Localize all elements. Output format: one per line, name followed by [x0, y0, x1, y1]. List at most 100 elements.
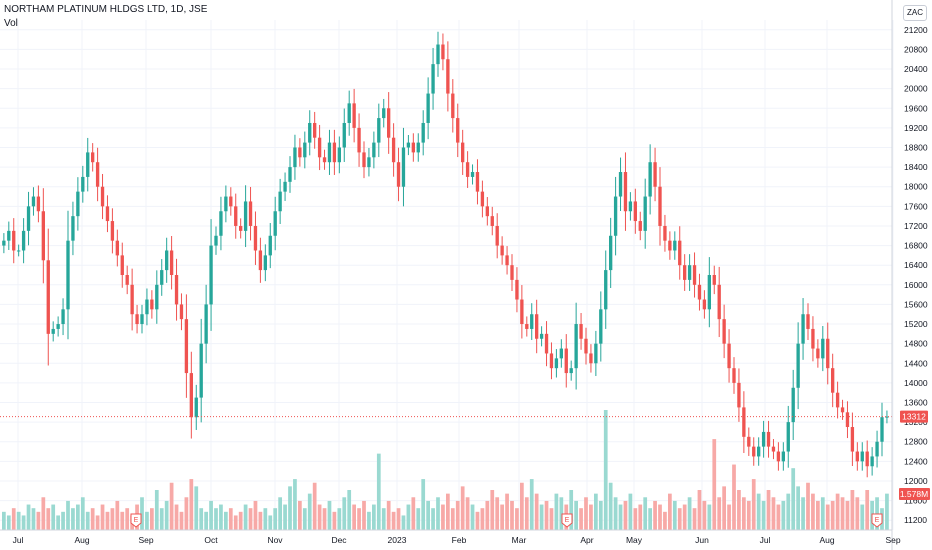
candle-body	[31, 196, 36, 207]
volume-bar	[115, 500, 120, 530]
candle-body	[539, 333, 544, 339]
volume-bar	[480, 508, 485, 530]
time-tick-label: Aug	[819, 535, 834, 545]
time-tick-label: Feb	[452, 535, 467, 545]
volume-bar	[145, 511, 149, 530]
time-tick-label: Oct	[204, 535, 218, 545]
candle-body	[322, 157, 327, 163]
candle-body	[594, 343, 598, 364]
volume-bar	[672, 500, 677, 530]
price-tick-label: 18000	[904, 182, 928, 192]
candle-body	[574, 324, 578, 369]
time-tick-label: Jul	[760, 535, 771, 545]
volume-bar	[648, 508, 652, 530]
candle-body	[36, 196, 41, 212]
chart-title: NORTHAM PLATINUM HLDGS LTD, 1D, JSE	[4, 4, 208, 15]
candle-body	[426, 93, 430, 123]
volume-bar	[174, 504, 179, 530]
volume-bar	[524, 497, 529, 530]
volume-bar	[76, 504, 80, 530]
price-tick-label: 18800	[904, 143, 928, 153]
earnings-marker[interactable]: E	[871, 513, 883, 528]
volume-bar	[426, 500, 430, 530]
volume-bar	[579, 508, 583, 530]
candle-body	[885, 416, 889, 418]
price-tick-label: 13600	[904, 398, 928, 408]
volume-bar	[840, 497, 845, 530]
candle-body	[840, 407, 845, 413]
volume-bar	[618, 504, 623, 530]
currency-button[interactable]: ZAC	[903, 5, 927, 21]
candle-body	[204, 304, 208, 344]
volume-bar	[825, 504, 830, 530]
volume-bar	[248, 508, 253, 530]
volume-bar	[362, 500, 366, 530]
volume-bar	[569, 490, 574, 530]
volume-bar	[411, 497, 416, 530]
volume-bar	[707, 504, 712, 530]
candle-body	[436, 44, 440, 65]
volume-bar	[589, 504, 593, 530]
volume-bar	[855, 497, 860, 530]
volume-bar	[199, 508, 204, 530]
volume-bar	[574, 500, 578, 530]
candle-body	[737, 382, 741, 408]
candle-body	[456, 118, 460, 143]
price-tick-label: 20000	[904, 84, 928, 94]
volume-bar	[465, 497, 470, 530]
price-tick-label: 14400	[904, 358, 928, 368]
candle-body	[599, 309, 603, 344]
volume-bar	[505, 493, 509, 530]
candle-body	[559, 348, 563, 359]
volume-bar	[534, 493, 539, 530]
candle-body	[372, 142, 376, 158]
candle-body	[406, 142, 411, 148]
volume-bar	[633, 508, 638, 530]
earnings-marker[interactable]: E	[130, 513, 142, 528]
volume-bar	[727, 504, 731, 530]
volume-bar	[490, 490, 495, 530]
volume-bar	[26, 504, 31, 530]
candle-body	[811, 328, 815, 349]
volume-bar	[71, 508, 75, 530]
volume-bar	[594, 493, 598, 530]
candle-body	[589, 353, 593, 364]
volume-bar	[786, 493, 791, 530]
candle-body	[613, 196, 618, 236]
candle-body	[253, 225, 258, 251]
earnings-marker[interactable]: E	[561, 513, 573, 528]
candle-body	[91, 152, 95, 163]
volume-bar	[332, 511, 337, 530]
candle-body	[609, 235, 613, 271]
candle-body	[352, 103, 356, 128]
candle-body	[169, 250, 174, 275]
volume-bar	[677, 508, 682, 530]
volume-bar	[386, 500, 391, 530]
volume-bar	[120, 511, 125, 530]
candle-body	[100, 186, 105, 207]
candle-body	[826, 338, 830, 369]
candle-body	[668, 240, 672, 251]
volume-bar	[850, 490, 855, 530]
candle-body	[145, 299, 149, 315]
candle-body	[441, 44, 445, 60]
candle-body	[115, 240, 119, 256]
candle-body	[387, 108, 391, 138]
volume-bar	[751, 479, 756, 530]
volume-bar	[312, 482, 317, 530]
candle-body	[86, 152, 90, 177]
volume-bar	[416, 508, 421, 530]
candle-body	[160, 270, 164, 285]
svg-text:E: E	[134, 517, 139, 524]
candle-body	[584, 338, 588, 354]
candle-body	[742, 407, 746, 437]
candle-body	[683, 265, 687, 280]
volume-bar	[811, 493, 815, 530]
candle-body	[870, 456, 874, 467]
volume-bar	[801, 497, 805, 530]
candle-body	[821, 338, 825, 359]
candle-body	[781, 451, 785, 462]
candle-body	[61, 309, 65, 325]
volume-bar	[687, 497, 692, 530]
